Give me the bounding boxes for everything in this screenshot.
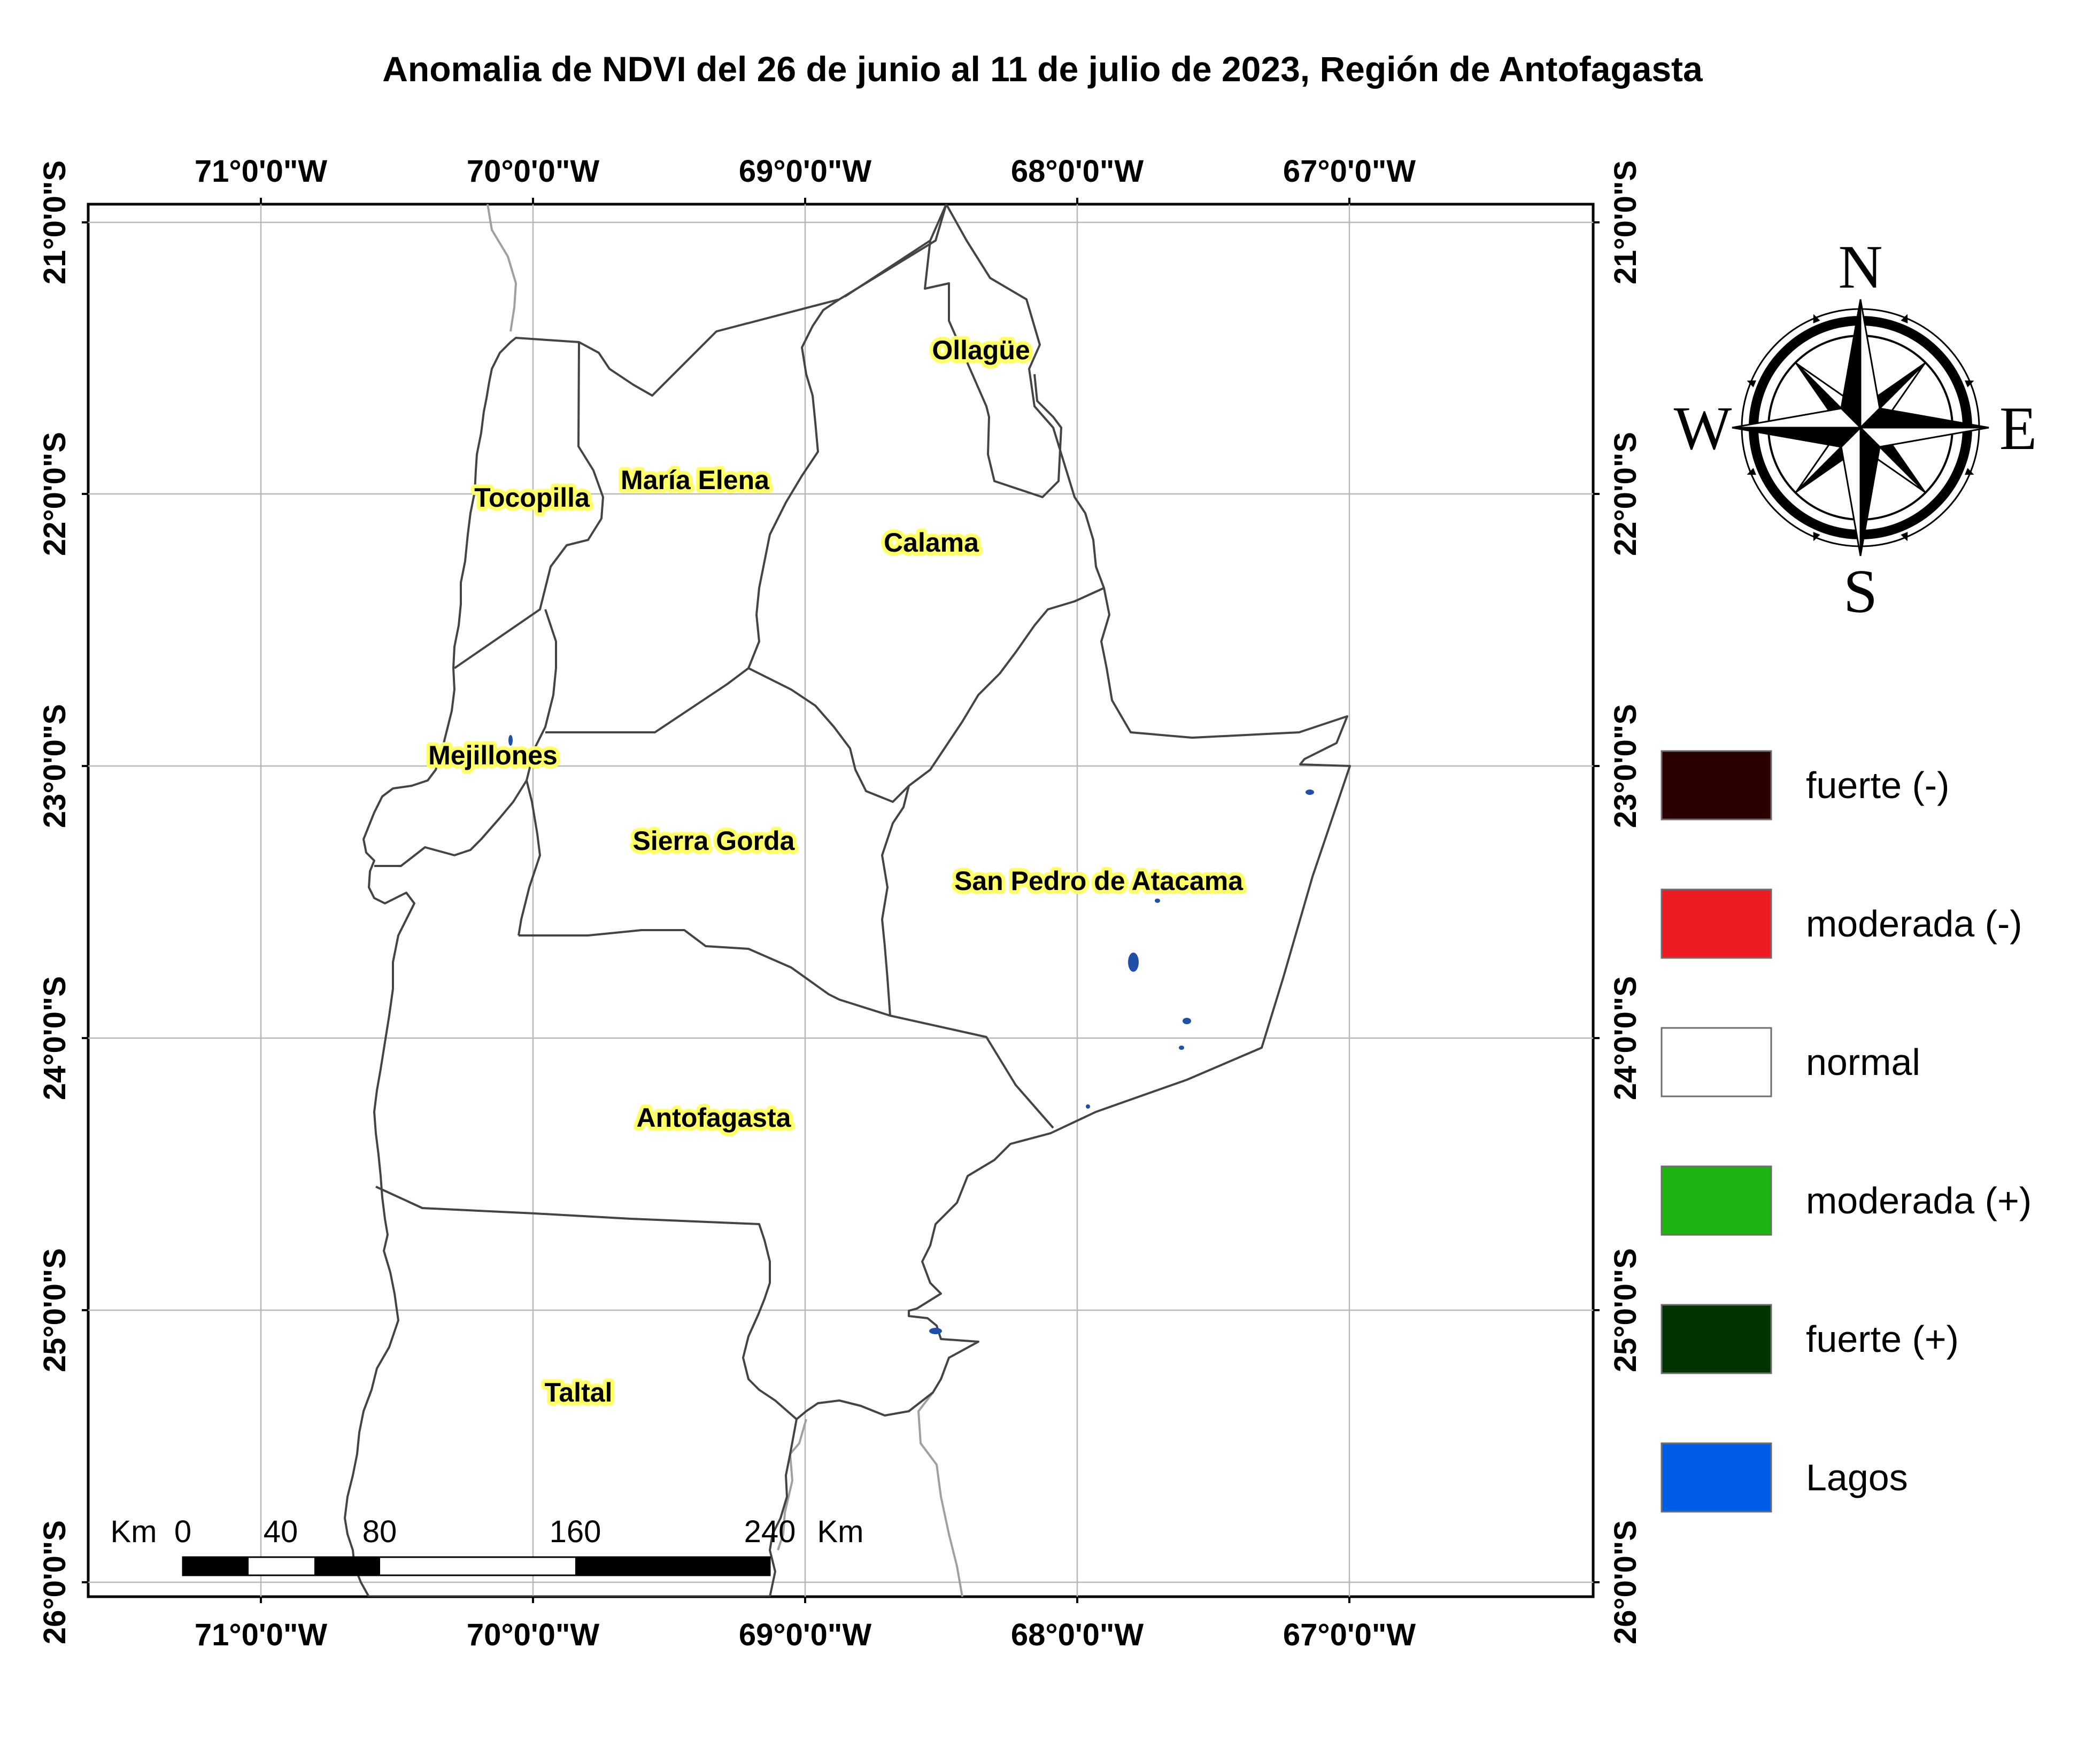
legend-label: fuerte (+): [1806, 1318, 1959, 1360]
place-label-taltal: Taltal: [545, 1378, 613, 1407]
lat-tick-label: 21°0'0"S: [37, 160, 72, 284]
lat-tick-label: 23°0'0"S: [37, 704, 72, 828]
lake: [1179, 1046, 1184, 1050]
lake: [1128, 953, 1139, 972]
place-label-sierra-gorda: Sierra Gorda: [633, 826, 796, 856]
scale-label-0: 0: [174, 1514, 191, 1549]
legend-label: normal: [1806, 1041, 1920, 1083]
region-boundary: [344, 204, 1351, 1597]
lat-labels-left: 21°0'0"S 22°0'0"S 23°0'0"S 24°0'0"S 25°0…: [37, 160, 72, 1644]
place-label-tocopilla: Tocopilla: [474, 483, 590, 513]
lon-tick-label: 69°0'0"W: [739, 1618, 872, 1652]
boundary-mariaelena-calama: [545, 298, 840, 733]
legend-label: Lagos: [1806, 1457, 1908, 1498]
frame-ticks: [82, 198, 1600, 1603]
legend-label: fuerte (-): [1806, 764, 1949, 806]
lon-tick-label: 68°0'0"W: [1011, 1618, 1144, 1652]
boundary-calama-sanpedro: [748, 587, 1105, 803]
lat-tick-label: 21°0'0"S: [1608, 160, 1643, 284]
map-content: [344, 204, 1351, 1597]
boundary-sierragorda-sanpedro: [881, 785, 910, 1016]
place-label-calama: Calama: [884, 528, 979, 558]
lake: [1306, 790, 1314, 795]
lake: [1183, 1018, 1191, 1024]
compass-west-label: W: [1674, 394, 1732, 462]
lat-tick-label: 22°0'0"S: [1608, 432, 1643, 556]
legend-swatch: [1661, 750, 1772, 821]
lon-tick-label: 71°0'0"W: [195, 154, 328, 189]
lat-tick-label: 22°0'0"S: [37, 432, 72, 556]
compass-cardinal-points: [1732, 299, 1989, 556]
lon-tick-label: 71°0'0"W: [195, 1618, 328, 1652]
lon-tick-label: 69°0'0"W: [739, 154, 872, 189]
lon-labels-top: 71°0'0"W 70°0'0"W 69°0'0"W 68°0'0"W 67°0…: [195, 154, 1416, 189]
boundary-sierragorda-antofagasta: [519, 929, 1054, 1129]
legend-swatch: [1661, 1027, 1772, 1097]
scale-unit-left: Km: [111, 1514, 157, 1549]
lake: [929, 1328, 942, 1334]
southern-coastline: [777, 1419, 807, 1551]
scale-bar: Km 0 40 80 160 240 Km: [111, 1514, 864, 1576]
scale-unit-right: Km: [817, 1514, 864, 1549]
lat-tick-label: 25°0'0"S: [37, 1248, 72, 1372]
lake: [1086, 1104, 1090, 1109]
lat-tick-label: 23°0'0"S: [1608, 704, 1643, 828]
place-label-maria-elena: María Elena: [621, 465, 770, 495]
legend-swatch: [1661, 1442, 1772, 1513]
lon-tick-label: 67°0'0"W: [1283, 1618, 1416, 1652]
lon-tick-label: 70°0'0"W: [467, 154, 600, 189]
boundary-ollague: [844, 204, 1062, 498]
boundary-mejillones-antofagasta: [374, 779, 528, 867]
place-label-mejillones: Mejillones: [428, 740, 558, 770]
legend: fuerte (-) moderada (-) normal moderada (+)…: [1661, 750, 2032, 1513]
graticule: [88, 204, 1593, 1597]
lake: [1155, 899, 1160, 903]
legend-swatch: [1661, 888, 1772, 959]
place-label-ollague: Ollagüe: [932, 335, 1030, 365]
lon-labels-bottom: 71°0'0"W 70°0'0"W 69°0'0"W 68°0'0"W 67°0…: [195, 1618, 1416, 1652]
compass-rose: N S E W: [1674, 233, 2037, 625]
compass-ring-ticks: [1747, 314, 1974, 541]
boundary-tocopilla-mariaelena: [544, 342, 604, 589]
scale-label-40: 40: [264, 1514, 298, 1549]
lat-labels-right: 21°0'0"S 22°0'0"S 23°0'0"S 24°0'0"S 25°0…: [1608, 160, 1643, 1644]
compass-south-label: S: [1843, 558, 1878, 625]
compass-east-label: E: [1999, 394, 2037, 462]
boundary-antofagasta-taltal: [375, 1186, 798, 1420]
scale-label-240: 240: [744, 1514, 796, 1549]
map-frame: [82, 198, 1600, 1603]
lon-tick-label: 68°0'0"W: [1011, 154, 1144, 189]
scale-bar-segment: [314, 1557, 380, 1575]
legend-swatch: [1661, 1165, 1772, 1236]
lat-tick-label: 25°0'0"S: [1608, 1248, 1643, 1372]
place-label-antofagasta: Antofagasta: [637, 1103, 792, 1133]
legend-swatch: [1661, 1304, 1772, 1374]
map-title: Anomalia de NDVI del 26 de junio al 11 d…: [382, 49, 1703, 89]
lat-tick-label: 26°0'0"S: [1608, 1520, 1643, 1644]
lakes: [508, 735, 1314, 1334]
compass-north-label: N: [1838, 233, 1882, 301]
lat-tick-label: 26°0'0"S: [37, 1520, 72, 1644]
legend-label: moderada (+): [1806, 1180, 2032, 1221]
place-label-san-pedro-de-atacama: San Pedro de Atacama: [954, 866, 1244, 896]
lon-tick-label: 70°0'0"W: [467, 1618, 600, 1652]
lat-tick-label: 24°0'0"S: [37, 976, 72, 1100]
eastern-border-south: [917, 1391, 963, 1597]
northern-coastline: [486, 204, 518, 332]
lat-tick-label: 24°0'0"S: [1608, 976, 1643, 1100]
legend-label: moderada (-): [1806, 903, 2022, 945]
scale-label-80: 80: [362, 1514, 397, 1549]
scale-label-160: 160: [550, 1514, 601, 1549]
boundary-tocopilla-mejillones: [453, 587, 546, 669]
lake: [508, 735, 513, 746]
place-labels: Ollagüe María Elena Tocopilla Calama Mej…: [424, 331, 1247, 1411]
scale-bar-segment: [575, 1557, 770, 1575]
map-frame-border: [87, 203, 1595, 1598]
lon-tick-label: 67°0'0"W: [1283, 154, 1416, 189]
scale-bar-segment: [183, 1557, 249, 1575]
